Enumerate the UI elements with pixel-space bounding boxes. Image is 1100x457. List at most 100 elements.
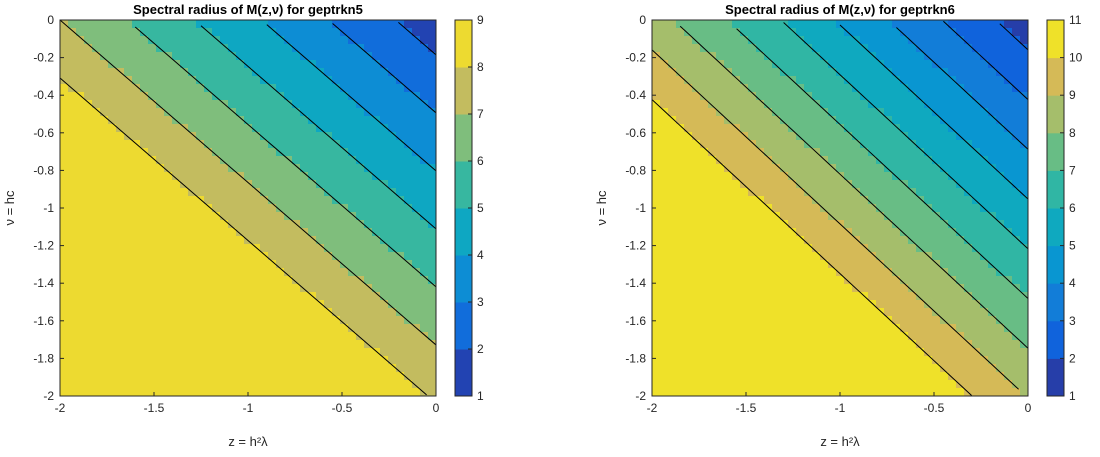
contour-cell <box>964 300 973 309</box>
contour-cell <box>332 156 341 165</box>
contour-cell <box>812 276 821 285</box>
contour-cell <box>276 372 285 381</box>
contour-cell <box>668 300 677 309</box>
contour-cell <box>1004 28 1013 37</box>
contour-cell <box>300 324 309 333</box>
contour-cell <box>372 356 381 365</box>
contour-cell <box>388 156 397 165</box>
contour-cell <box>124 276 133 285</box>
contour-cell <box>692 316 701 325</box>
contour-cell <box>740 372 749 381</box>
contour-cell <box>228 100 237 109</box>
contour-cell <box>732 268 741 277</box>
contour-cell <box>780 292 789 301</box>
contour-cell <box>884 116 893 125</box>
contour-cell <box>428 36 436 45</box>
contour-cell <box>836 84 845 93</box>
contour-cell <box>876 156 885 165</box>
contour-cell <box>180 76 189 85</box>
contour-cell <box>244 76 253 85</box>
contour-cell <box>860 52 869 61</box>
contour-cell <box>732 172 741 181</box>
contour-cell <box>1004 212 1013 221</box>
contour-cell <box>1012 124 1021 133</box>
contour-cell <box>756 324 765 333</box>
contour-cell <box>988 204 997 213</box>
contour-cell <box>428 188 436 197</box>
contour-cell <box>884 220 893 229</box>
contour-cell <box>284 308 293 317</box>
contour-cell <box>180 316 189 325</box>
contour-cell <box>212 212 221 221</box>
contour-cell <box>228 380 237 389</box>
x-axis: -2 -1.5 -1 -0.5 0 <box>647 392 1032 415</box>
contour-cell <box>748 236 757 245</box>
x-tick-label: -1 <box>835 401 846 415</box>
contour-cell <box>708 308 717 317</box>
contour-cell <box>980 212 989 221</box>
contour-cell <box>980 292 989 301</box>
contour-cell <box>924 300 933 309</box>
contour-cell <box>1004 60 1013 69</box>
contour-cell <box>404 372 413 381</box>
contour-cell <box>684 92 693 101</box>
contour-cell <box>884 28 893 37</box>
contour-cell <box>228 92 237 101</box>
contour-cell <box>804 76 813 85</box>
contour-cell <box>684 340 693 349</box>
contour-cell <box>396 292 405 301</box>
contour-cell <box>860 196 869 205</box>
contour-cell <box>716 308 725 317</box>
contour-cell <box>60 156 69 165</box>
contour-cell <box>932 44 941 53</box>
contour-cell <box>844 372 853 381</box>
contour-cell <box>276 268 285 277</box>
contour-cell <box>100 212 109 221</box>
contour-cell <box>196 148 205 157</box>
contour-cell <box>668 388 677 396</box>
contour-cell <box>708 380 717 389</box>
contour-cell <box>772 268 781 277</box>
contour-cell <box>228 180 237 189</box>
contour-cell <box>700 380 709 389</box>
contour-cell <box>420 172 429 181</box>
contour-cell <box>180 244 189 253</box>
contour-cell <box>60 52 69 61</box>
contour-cell <box>196 84 205 93</box>
contour-cell <box>1012 276 1021 285</box>
contour-cell <box>188 124 197 133</box>
contour-cell <box>84 228 93 237</box>
contour-cell <box>68 188 77 197</box>
contour-cell <box>788 196 797 205</box>
contour-cell <box>740 212 749 221</box>
contour-cell <box>876 60 885 69</box>
contour-cell <box>340 388 349 396</box>
contour-cell <box>788 348 797 357</box>
contour-cell <box>220 20 229 29</box>
contour-cell <box>268 60 277 69</box>
colorbar-tick-label: 9 <box>1069 88 1076 102</box>
contour-cell <box>356 76 365 85</box>
contour-cell <box>988 196 997 205</box>
contour-cell <box>844 140 853 149</box>
colorbar-tick-label: 9 <box>477 13 484 27</box>
contour-cell <box>900 84 909 93</box>
contour-cell <box>700 364 709 373</box>
contour-cell <box>172 348 181 357</box>
contour-cell <box>772 132 781 141</box>
contour-cell <box>716 332 725 341</box>
contour-cell <box>396 388 405 396</box>
contour-cell <box>76 148 85 157</box>
contour-cell <box>980 108 989 117</box>
contour-cell <box>308 220 317 229</box>
contour-cell <box>212 36 221 45</box>
contour-cell <box>268 356 277 365</box>
contour-cell <box>172 76 181 85</box>
contour-cell <box>204 388 213 396</box>
contour-cell <box>716 28 725 37</box>
contour-cell <box>252 316 261 325</box>
contour-cell <box>60 340 69 349</box>
contour-cell <box>948 108 957 117</box>
contour-cell <box>716 300 725 309</box>
contour-cell <box>660 188 669 197</box>
